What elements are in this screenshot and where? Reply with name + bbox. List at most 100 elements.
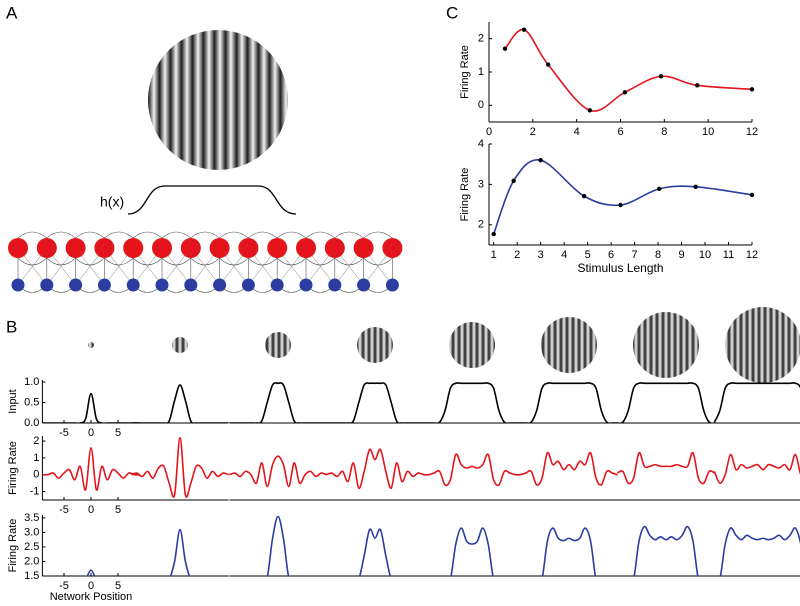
inhibitory-unit: [69, 278, 83, 292]
response-curve: [713, 382, 800, 423]
x-tick-label: 0: [486, 126, 492, 138]
data-point: [491, 231, 496, 237]
excitatory-unit: [382, 238, 403, 258]
y-tick-label: 0: [33, 469, 39, 481]
panel-label: C: [446, 3, 458, 22]
response-curve: [326, 448, 424, 490]
y-tick-label: 0.0: [24, 417, 39, 429]
data-point: [538, 157, 543, 163]
data-point: [657, 186, 662, 192]
y-tick-label: 1.5: [24, 570, 39, 582]
x-tick-label: 10: [702, 126, 714, 138]
excitatory-unit: [94, 238, 115, 258]
x-tick-label: -5: [59, 504, 69, 516]
x-tick-label: 0: [88, 504, 94, 516]
connection: [363, 231, 393, 239]
connection: [334, 231, 364, 239]
response-curve: [520, 382, 618, 423]
inhibitory-unit: [385, 278, 399, 292]
inhibitory-unit: [241, 278, 255, 292]
inhibitory-unit: [270, 278, 284, 292]
response-curve: [358, 528, 392, 576]
input-profile: [127, 185, 297, 215]
line: [492, 159, 753, 235]
y-axis-label: Firing Rate: [459, 45, 471, 99]
inhibitory-unit: [126, 278, 140, 292]
line: [504, 28, 753, 112]
x-tick-label: 5: [115, 580, 121, 592]
data-point: [749, 87, 755, 92]
y-tick-label: -1: [30, 485, 40, 497]
x-tick-label: 2: [530, 126, 536, 138]
connection: [190, 257, 220, 266]
x-tick-label: 2: [514, 249, 520, 261]
response-curve: [541, 527, 597, 576]
y-tick-label: 2: [478, 219, 484, 231]
response-curve: [617, 382, 715, 423]
y-tick-label: 0: [478, 99, 484, 111]
inhibitory-unit: [184, 278, 198, 292]
x-axis-label: Stimulus Length: [577, 261, 663, 275]
data-point: [658, 74, 664, 79]
excitatory-unit: [296, 238, 316, 258]
x-tick-label: 5: [115, 427, 121, 439]
response-curve: [450, 527, 494, 576]
inhibitory-unit: [328, 278, 342, 292]
excitatory-unit: [353, 238, 374, 258]
data-point: [695, 83, 700, 88]
grating-stimulus: [88, 342, 94, 348]
y-tick-label: 3.0: [24, 526, 39, 538]
y-tick-label: 1.0: [24, 376, 39, 388]
y-tick-label: 2: [33, 435, 39, 447]
response-curve: [266, 515, 290, 576]
data-point: [618, 202, 623, 208]
connection: [17, 231, 47, 239]
x-tick-label: 9: [678, 249, 684, 261]
x-tick-label: 8: [655, 249, 661, 261]
data-point: [545, 62, 551, 67]
stimulus-row: [88, 307, 800, 383]
response-curve: [169, 528, 191, 576]
excitatory-unit: [324, 238, 345, 258]
excitatory-unit: [8, 238, 28, 258]
x-tick-label: 6: [608, 249, 614, 261]
inhibitory-unit: [40, 278, 54, 292]
x-tick-label: 6: [617, 126, 623, 138]
data-point: [693, 184, 698, 190]
inhibitory-unit: [299, 278, 313, 292]
response-curve: [86, 569, 96, 576]
inhibitory-unit: [155, 278, 169, 292]
x-tick-label: 3: [538, 249, 544, 261]
panel-label: A: [6, 3, 18, 22]
inhibitory-unit: [213, 278, 227, 292]
connection: [161, 257, 192, 266]
connection: [248, 231, 278, 239]
data-point: [622, 90, 628, 95]
x-tick-label: 5: [585, 249, 591, 261]
grating-stimulus: [357, 327, 393, 363]
inhibitory-unit: [97, 278, 111, 292]
x-tick-label: 5: [115, 504, 121, 516]
connection: [104, 257, 134, 266]
connection: [305, 257, 336, 266]
grating-stimulus: [633, 312, 699, 378]
response-curve: [131, 384, 229, 423]
response-curve: [423, 453, 521, 487]
inhibitory-unit: [357, 278, 371, 292]
x-tick-label: -5: [59, 427, 69, 439]
grating-stimulus: [172, 337, 188, 353]
connection: [46, 231, 76, 239]
connection: [190, 231, 220, 239]
network-diagram: [8, 231, 403, 293]
response-curve: [719, 527, 800, 576]
response-curve: [42, 392, 140, 423]
y-tick-label: 2.0: [24, 555, 39, 567]
connection: [46, 257, 76, 266]
response-curve: [713, 453, 800, 484]
connection: [161, 231, 191, 239]
grating-stimulus: [449, 322, 495, 368]
grating-stimulus: [265, 332, 291, 358]
y-tick-label: 1: [478, 66, 484, 78]
connection: [277, 231, 307, 239]
